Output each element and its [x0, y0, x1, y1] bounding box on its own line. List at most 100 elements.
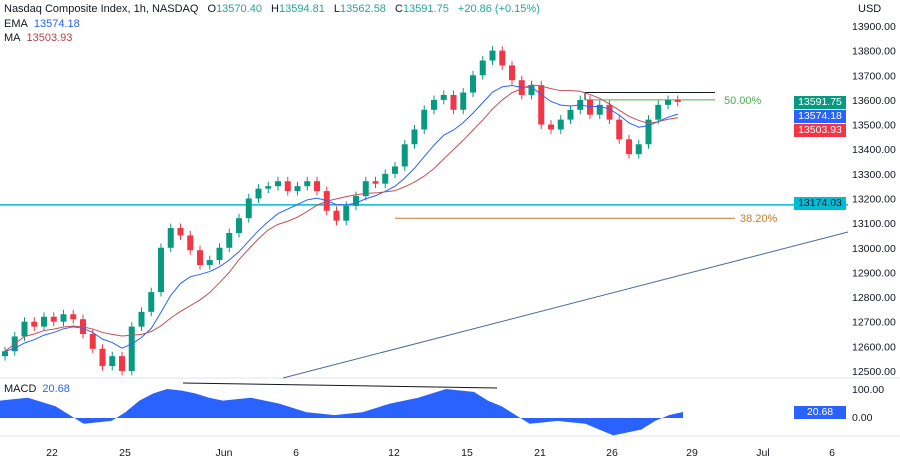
- candle-body: [548, 124, 554, 130]
- candle-body: [128, 326, 135, 371]
- symbol-title: Nasdaq Composite Index, 1h, NASDAQ: [4, 3, 199, 15]
- macd-legend[interactable]: MACD 20.68: [4, 383, 70, 395]
- candle-body: [440, 94, 447, 100]
- candle-body: [655, 104, 662, 120]
- x-tick-label: 12: [388, 447, 400, 459]
- low-value: 13562.58: [340, 3, 386, 15]
- y-tick-label: 12800.00: [852, 292, 896, 304]
- open-value: 13570.40: [216, 3, 262, 15]
- y-tick-label: 13900.00: [852, 21, 896, 33]
- candle-body: [635, 144, 642, 155]
- candle-body: [31, 321, 38, 327]
- x-tick-label: Jul: [756, 447, 769, 459]
- candle-body: [450, 94, 457, 110]
- candle-body: [21, 321, 28, 337]
- x-tick-label: 25: [119, 447, 131, 459]
- ema-value: 13574.18: [33, 18, 80, 30]
- candle-body: [148, 292, 155, 312]
- candle-body: [470, 75, 476, 93]
- candle-body: [596, 104, 603, 115]
- macd-area: [0, 389, 683, 436]
- symbol-legend: Nasdaq Composite Index, 1h, NASDAQ O1357…: [4, 3, 540, 15]
- resistance-line: [584, 92, 715, 100]
- candle-body: [119, 356, 125, 371]
- candle-body: [70, 314, 77, 320]
- y-tick-label: 13400.00: [852, 144, 896, 156]
- ma-tag: 13503.93: [794, 124, 846, 137]
- candle-body: [265, 186, 272, 189]
- candle-body: [41, 316, 47, 327]
- macd-value: 20.68: [42, 383, 70, 395]
- ma-value: 13503.93: [26, 32, 73, 44]
- candle-body: [226, 232, 233, 248]
- level-tag: 13174.03: [794, 197, 846, 210]
- y-tick-label: 12900.00: [852, 267, 896, 279]
- candle-body: [567, 109, 574, 120]
- x-tick-label: 21: [534, 447, 546, 459]
- candle-body: [674, 99, 681, 102]
- fib-382-label: 38.20%: [740, 213, 778, 225]
- candle-body: [138, 311, 145, 327]
- x-tick-label: 6: [293, 447, 299, 459]
- candle-body: [587, 99, 593, 115]
- candle-body: [50, 316, 57, 322]
- candle-body: [245, 198, 252, 219]
- candle-body: [343, 205, 350, 221]
- price-tag: 13591.75: [794, 96, 846, 109]
- y-tick-label: 13000.00: [852, 243, 896, 255]
- y-tick-label: 12500.00: [852, 366, 896, 378]
- candle-body: [158, 247, 164, 293]
- candle-body: [479, 60, 486, 76]
- candle-body: [314, 181, 320, 192]
- change-value: +20.86 (+0.15%): [457, 3, 540, 15]
- ema-legend[interactable]: EMA 13574.18: [4, 18, 80, 30]
- y-tick-label: 13500.00: [852, 120, 896, 132]
- candle-body: [89, 334, 96, 349]
- close-value: 13591.75: [402, 3, 449, 15]
- ema-tag: 13574.18: [794, 110, 846, 123]
- ma-legend[interactable]: MA 13503.93: [4, 32, 73, 44]
- candle-body: [197, 250, 203, 266]
- candle-body: [509, 65, 515, 81]
- candle-body: [382, 173, 389, 184]
- candle-body: [206, 260, 213, 266]
- candle-body: [538, 85, 545, 125]
- macd-tick-label: 0.00: [852, 412, 873, 424]
- candle-body: [431, 99, 437, 110]
- candle-body: [411, 129, 418, 145]
- candle-body: [304, 181, 311, 187]
- ema-line: [4, 85, 678, 352]
- high-value: 13594.81: [278, 3, 325, 15]
- fib-50-label: 50.00%: [724, 95, 762, 107]
- macd-tick-label: 100.00: [852, 384, 884, 396]
- candle-body: [460, 92, 467, 110]
- y-tick-label: 12600.00: [852, 341, 896, 353]
- macd-divergence-line: [182, 382, 498, 389]
- candle-body: [401, 144, 408, 167]
- candle-body: [362, 181, 369, 197]
- candle-body: [489, 50, 496, 61]
- candle-body: [236, 218, 242, 233]
- y-tick-label: 13600.00: [852, 95, 896, 107]
- candle-body: [275, 181, 281, 187]
- x-tick-label: 26: [606, 447, 618, 459]
- candle-body: [499, 50, 506, 66]
- candle-body: [626, 139, 632, 155]
- y-tick-label: 13100.00: [852, 218, 896, 230]
- trend-line: [282, 231, 849, 379]
- candle-body: [333, 210, 340, 221]
- candle-body: [557, 119, 564, 130]
- x-tick-label: 6: [829, 447, 835, 459]
- candle-body: [645, 119, 652, 145]
- candle-body: [2, 351, 8, 357]
- candle-body: [60, 314, 67, 322]
- y-tick-label: 13800.00: [852, 46, 896, 58]
- candle-body: [187, 235, 194, 251]
- candle-body: [109, 356, 116, 367]
- candle-body: [255, 188, 262, 199]
- candle-body: [284, 181, 291, 192]
- candle-body: [392, 166, 398, 174]
- ma-line: [4, 84, 678, 352]
